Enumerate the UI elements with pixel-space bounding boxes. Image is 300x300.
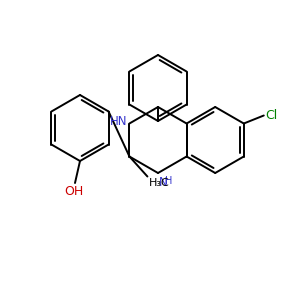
- Text: N: N: [159, 176, 168, 189]
- Text: H₃C: H₃C: [148, 178, 169, 188]
- Text: HN: HN: [110, 115, 128, 128]
- Text: OH: OH: [64, 185, 84, 198]
- Text: H: H: [165, 176, 172, 186]
- Text: Cl: Cl: [265, 109, 277, 122]
